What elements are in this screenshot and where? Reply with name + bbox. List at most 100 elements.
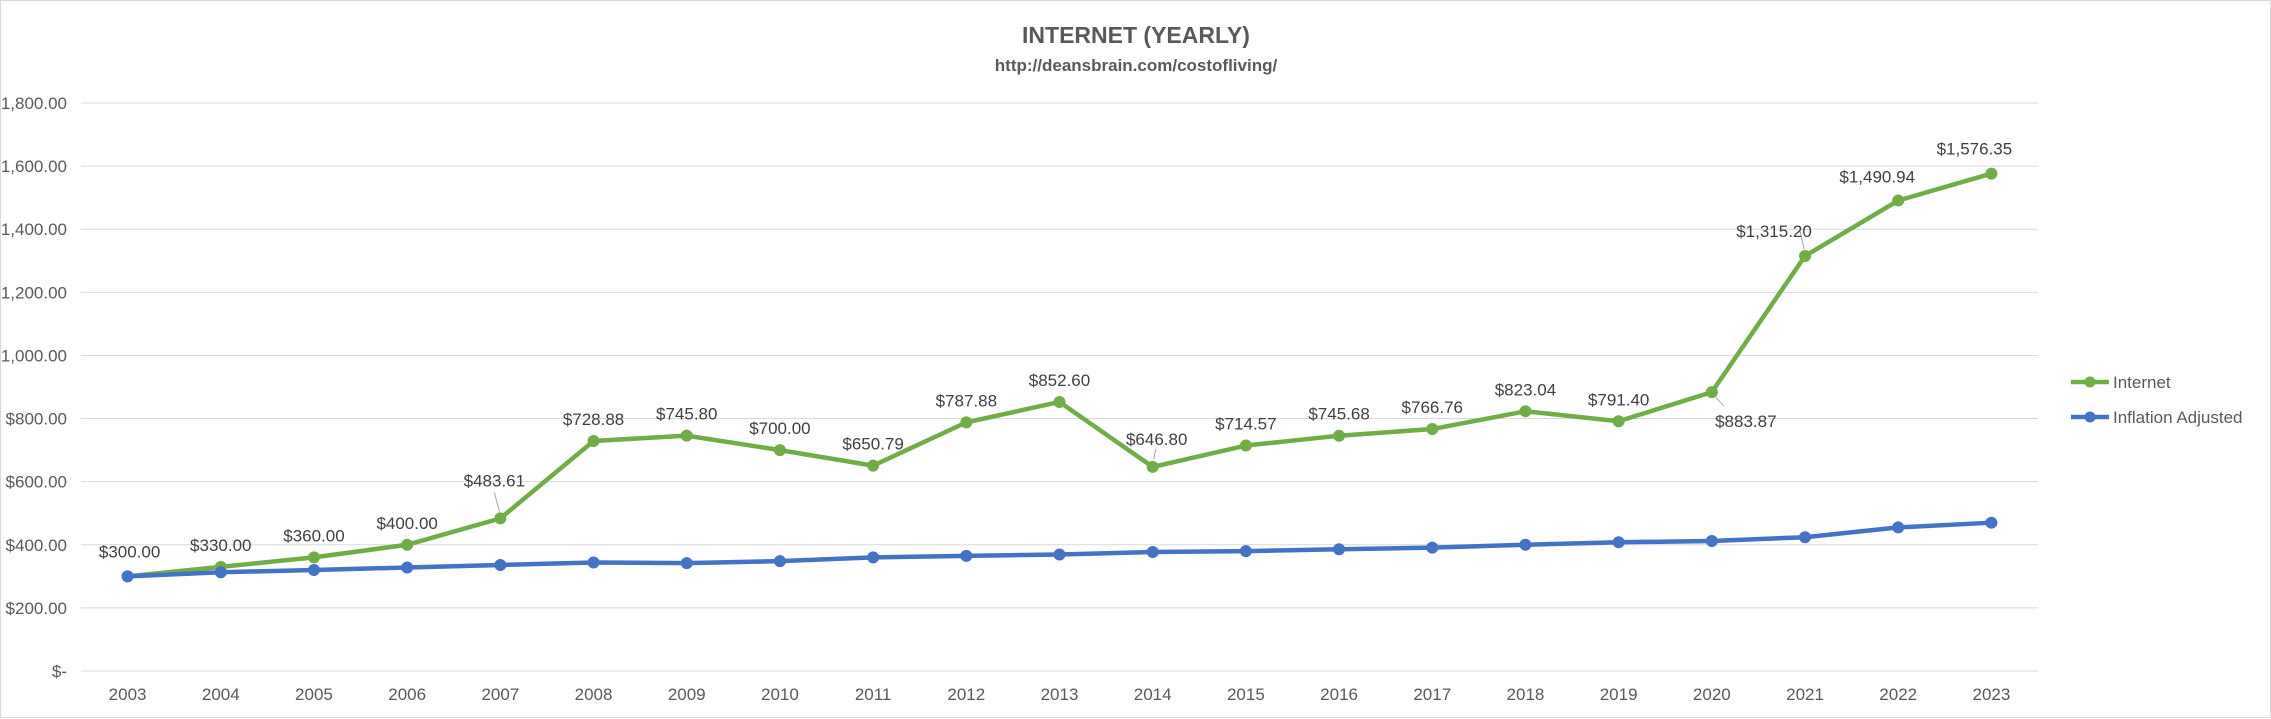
point-internet bbox=[1239, 439, 1252, 452]
point-inflation-adjusted bbox=[960, 549, 973, 562]
point-internet bbox=[1612, 415, 1625, 428]
point-inflation-adjusted bbox=[1239, 545, 1252, 558]
legend: Internet Inflation Adjusted bbox=[2071, 373, 2242, 427]
data-label: $1,315.20 bbox=[1736, 222, 1812, 241]
x-tick-label: 2020 bbox=[1693, 685, 1731, 704]
data-label: $700.00 bbox=[749, 419, 810, 438]
point-internet bbox=[1146, 460, 1159, 473]
data-label: $791.40 bbox=[1588, 390, 1649, 409]
y-tick-label: $1,400.00 bbox=[1, 220, 67, 239]
point-internet bbox=[1892, 194, 1905, 207]
point-internet bbox=[1705, 386, 1718, 399]
y-tick-label: $1,800.00 bbox=[1, 94, 67, 113]
point-internet bbox=[680, 429, 693, 442]
point-inflation-adjusted bbox=[1799, 531, 1812, 544]
point-inflation-adjusted bbox=[1705, 534, 1718, 547]
data-label: $852.60 bbox=[1029, 371, 1090, 390]
point-inflation-adjusted bbox=[680, 557, 693, 570]
x-tick-label: 2015 bbox=[1227, 685, 1265, 704]
axes: $- $200.00 $400.00 $600.00 $800.00 $1,000.00 $… bbox=[1, 94, 2010, 704]
chart-title: INTERNET (YEARLY) bbox=[1022, 22, 1250, 48]
x-tick-label: 2010 bbox=[761, 685, 799, 704]
point-inflation-adjusted bbox=[307, 564, 320, 577]
point-inflation-adjusted bbox=[1892, 521, 1905, 534]
data-label: $650.79 bbox=[842, 435, 903, 454]
point-internet bbox=[1519, 405, 1532, 418]
point-internet bbox=[1333, 429, 1346, 442]
legend-marker-inflation-adjusted bbox=[2084, 411, 2096, 423]
point-inflation-adjusted bbox=[867, 551, 880, 564]
point-inflation-adjusted bbox=[1612, 536, 1625, 549]
x-tick-label: 2009 bbox=[668, 685, 706, 704]
point-inflation-adjusted bbox=[1053, 548, 1066, 561]
y-tick-label: $1,600.00 bbox=[1, 157, 67, 176]
point-inflation-adjusted bbox=[1333, 543, 1346, 556]
legend-label-internet: Internet bbox=[2113, 373, 2171, 392]
y-tick-label: $400.00 bbox=[6, 536, 67, 555]
x-tick-label: 2013 bbox=[1041, 685, 1079, 704]
y-tick-label: $- bbox=[52, 662, 67, 681]
x-tick-label: 2014 bbox=[1134, 685, 1172, 704]
data-label: $745.68 bbox=[1308, 405, 1369, 424]
data-label: $883.87 bbox=[1715, 412, 1776, 431]
x-tick-label: 2003 bbox=[109, 685, 147, 704]
data-label: $400.00 bbox=[376, 514, 437, 533]
chart-subtitle: http://deansbrain.com/costofliving/ bbox=[995, 56, 1278, 75]
legend-marker-internet bbox=[2084, 376, 2096, 388]
x-tick-label: 2023 bbox=[1972, 685, 2010, 704]
point-inflation-adjusted bbox=[1985, 516, 1998, 529]
x-tick-label: 2012 bbox=[947, 685, 985, 704]
point-internet bbox=[494, 512, 507, 525]
point-internet bbox=[1985, 167, 1998, 180]
x-tick-label: 2005 bbox=[295, 685, 333, 704]
x-tick-label: 2006 bbox=[388, 685, 426, 704]
data-label: $787.88 bbox=[936, 391, 997, 410]
point-inflation-adjusted bbox=[1146, 546, 1159, 559]
x-tick-label: 2021 bbox=[1786, 685, 1824, 704]
y-tick-label: $800.00 bbox=[6, 410, 67, 429]
point-internet bbox=[1053, 395, 1066, 408]
x-tick-label: 2007 bbox=[481, 685, 519, 704]
data-label: $483.61 bbox=[464, 471, 525, 490]
point-inflation-adjusted bbox=[1519, 538, 1532, 551]
y-tick-label: $200.00 bbox=[6, 599, 67, 618]
point-internet bbox=[587, 434, 600, 447]
data-label: $745.80 bbox=[656, 405, 717, 424]
data-label: $766.76 bbox=[1402, 398, 1463, 417]
data-label: $360.00 bbox=[283, 526, 344, 545]
point-internet bbox=[867, 459, 880, 472]
data-labels: $300.00 $330.00 $360.00 $400.00 $483.61 $728.… bbox=[99, 140, 2012, 562]
data-label-leader bbox=[493, 492, 500, 512]
legend-label-inflation-adjusted: Inflation Adjusted bbox=[2113, 408, 2242, 427]
point-internet bbox=[773, 444, 786, 457]
x-tick-label: 2008 bbox=[575, 685, 613, 704]
data-label-leader bbox=[1153, 448, 1157, 460]
x-tick-label: 2019 bbox=[1600, 685, 1638, 704]
point-inflation-adjusted bbox=[587, 556, 600, 569]
point-internet bbox=[401, 538, 414, 551]
data-label: $330.00 bbox=[190, 536, 251, 555]
data-label: $823.04 bbox=[1495, 380, 1556, 399]
data-label: $728.88 bbox=[563, 410, 624, 429]
point-inflation-adjusted bbox=[121, 570, 134, 583]
x-tick-label: 2022 bbox=[1879, 685, 1917, 704]
data-label: $1,576.35 bbox=[1937, 140, 2013, 159]
y-tick-label: $600.00 bbox=[6, 473, 67, 492]
data-label: $646.80 bbox=[1126, 430, 1187, 449]
x-tick-label: 2017 bbox=[1413, 685, 1451, 704]
data-label: $300.00 bbox=[99, 542, 160, 561]
x-tick-label: 2018 bbox=[1507, 685, 1545, 704]
y-tick-label: $1,200.00 bbox=[1, 283, 67, 302]
point-internet bbox=[307, 551, 320, 564]
point-inflation-adjusted bbox=[1426, 541, 1439, 554]
point-internet bbox=[1426, 423, 1439, 436]
x-tick-label: 2016 bbox=[1320, 685, 1358, 704]
x-tick-label: 2011 bbox=[855, 685, 892, 704]
data-label: $1,490.94 bbox=[1839, 168, 1915, 187]
y-tick-label: $1,000.00 bbox=[1, 346, 67, 365]
x-tick-label: 2004 bbox=[202, 685, 240, 704]
data-label-leader bbox=[1715, 396, 1725, 407]
point-internet bbox=[960, 416, 973, 429]
